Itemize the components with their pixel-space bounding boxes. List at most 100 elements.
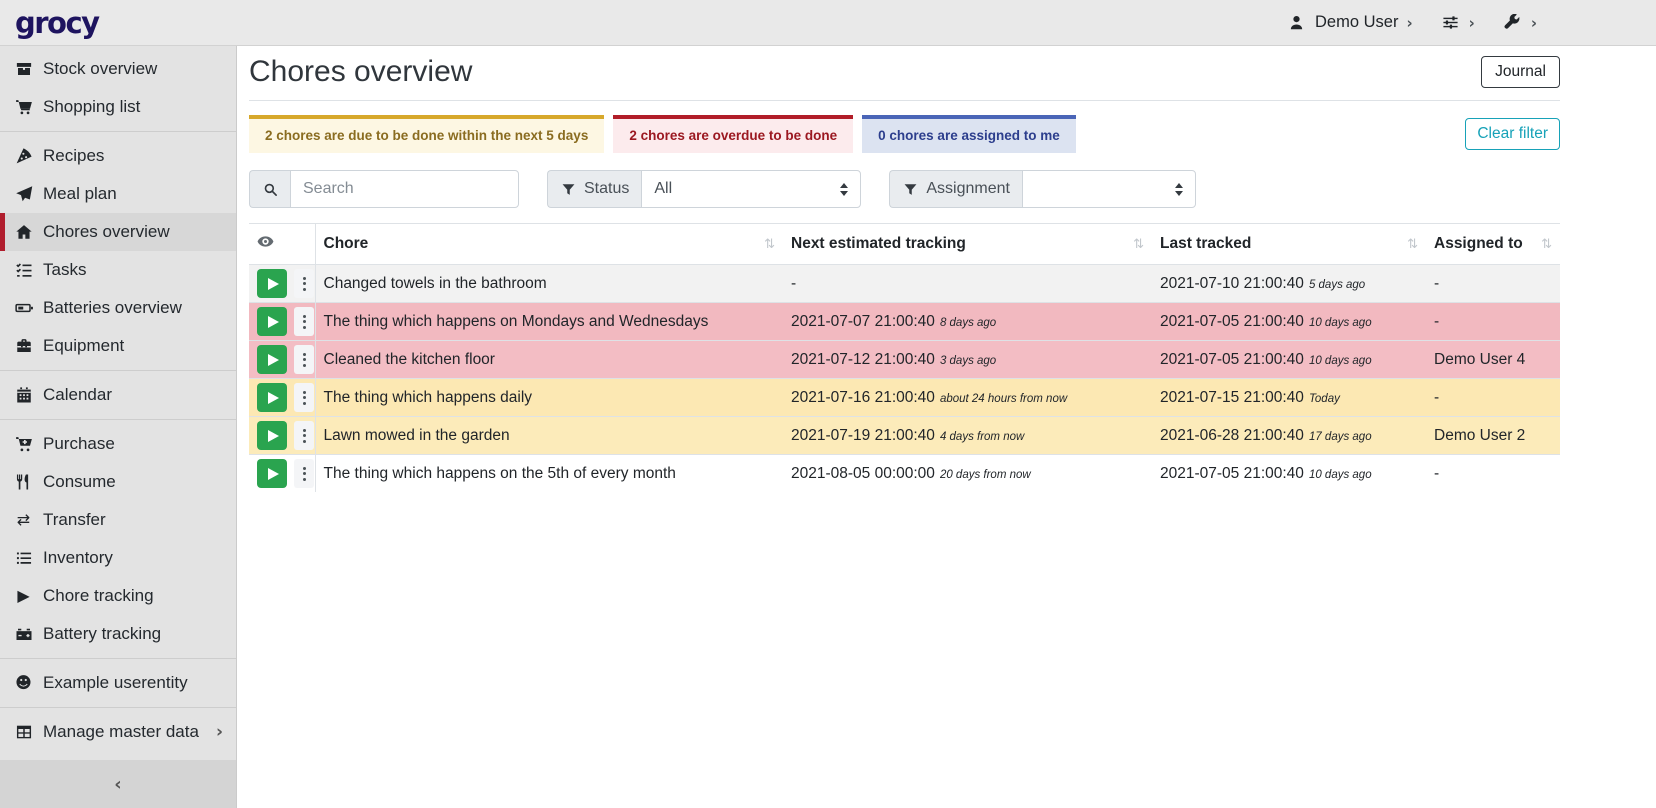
row-menu-button[interactable] bbox=[294, 459, 314, 488]
next-tracking-cell: 2021-07-07 21:00:40 8 days ago bbox=[783, 302, 1152, 341]
last-tracked-relative: Today bbox=[1308, 392, 1340, 405]
column-header-chore[interactable]: Chore ⇅ bbox=[315, 223, 783, 265]
sidebar-item-consume[interactable]: Consume bbox=[0, 463, 236, 501]
status-row: 2 chores are due to be done within the n… bbox=[249, 115, 1560, 153]
next-tracking-cell: - bbox=[791, 274, 797, 292]
track-chore-execution-button[interactable] bbox=[257, 345, 287, 374]
row-menu-button[interactable] bbox=[294, 345, 314, 374]
sidebar-divider bbox=[0, 370, 236, 371]
sidebar-item-chore-tracking[interactable]: ▶ Chore tracking bbox=[0, 577, 236, 615]
status-filter-select[interactable]: All bbox=[641, 170, 862, 208]
next-tracking-relative: 8 days ago bbox=[939, 316, 997, 329]
sidebar-item-label: Inventory bbox=[43, 548, 113, 567]
row-menu-button[interactable] bbox=[294, 307, 314, 336]
row-menu-button[interactable] bbox=[294, 269, 314, 298]
column-header-assigned-to[interactable]: Assigned to ⇅ bbox=[1426, 223, 1560, 265]
filter-row: Status All Assignment bbox=[249, 170, 1560, 208]
chevron-right-icon: › bbox=[1530, 13, 1537, 32]
track-chore-execution-button[interactable] bbox=[257, 459, 287, 488]
sort-icon: ⇅ bbox=[764, 236, 775, 252]
sort-icon: ⇅ bbox=[1133, 236, 1144, 252]
shopping-cart-icon bbox=[13, 98, 34, 117]
column-header-last-tracked[interactable]: Last tracked ⇅ bbox=[1152, 223, 1426, 265]
journal-button[interactable]: Journal bbox=[1481, 56, 1560, 88]
sidebar-item-inventory[interactable]: Inventory bbox=[0, 539, 236, 577]
page-head: Chores overview Journal bbox=[249, 46, 1560, 101]
sidebar-item-calendar[interactable]: Calendar bbox=[0, 376, 236, 414]
sidebar-item-label: Shopping list bbox=[43, 97, 141, 116]
sidebar-item-manage-master-data[interactable]: Manage master data › bbox=[0, 713, 236, 751]
track-chore-execution-button[interactable] bbox=[257, 383, 287, 412]
sidebar-item-chores-overview[interactable]: Chores overview bbox=[0, 213, 236, 251]
page-title: Chores overview bbox=[249, 55, 473, 88]
status-card-2[interactable]: 0 chores are assigned to me bbox=[862, 115, 1076, 153]
sidebar-item-transfer[interactable]: ⇄ Transfer bbox=[0, 501, 236, 539]
cart-plus-icon bbox=[13, 435, 34, 454]
utensils-icon bbox=[13, 473, 34, 492]
assigned-to-cell: Demo User 2 bbox=[1426, 416, 1560, 455]
tasks-icon bbox=[13, 261, 34, 280]
search-input[interactable] bbox=[290, 170, 519, 208]
select-arrows-icon bbox=[840, 182, 849, 196]
chore-row: Lawn mowed in the garden 2021-07-19 21:00… bbox=[249, 416, 1560, 455]
sidebar-item-label: Manage master data bbox=[43, 722, 199, 741]
sort-icon: ⇅ bbox=[1541, 236, 1552, 252]
sidebar-item-example-userentity[interactable]: ☻ Example userentity bbox=[0, 664, 236, 702]
status-card-0[interactable]: 2 chores are due to be done within the n… bbox=[249, 115, 605, 153]
row-menu-button[interactable] bbox=[294, 421, 314, 450]
chore-row: The thing which happens daily 2021-07-16 … bbox=[249, 378, 1560, 417]
column-header-next-estimated-tracking[interactable]: Next estimated tracking ⇅ bbox=[783, 223, 1152, 265]
next-tracking-cell: 2021-07-16 21:00:40 about 24 hours from n… bbox=[783, 378, 1152, 417]
settings-menu[interactable]: › bbox=[1440, 13, 1475, 32]
status-filter-value: All bbox=[654, 180, 673, 197]
sidebar-divider bbox=[0, 131, 236, 132]
clear-filter-button[interactable]: Clear filter bbox=[1465, 118, 1560, 150]
chore-name-cell: The thing which happens daily bbox=[315, 378, 783, 417]
sidebar-item-equipment[interactable]: Equipment bbox=[0, 327, 236, 365]
sidebar-item-batteries-overview[interactable]: Batteries overview bbox=[0, 289, 236, 327]
user-menu-label: Demo User bbox=[1315, 13, 1399, 31]
last-tracked-cell: 2021-06-28 21:00:40 17 days ago bbox=[1152, 416, 1426, 455]
chore-name-cell: Lawn mowed in the garden bbox=[315, 416, 783, 455]
grocy-logo[interactable]: grocy bbox=[15, 5, 100, 40]
last-tracked-cell: 2021-07-15 21:00:40 Today bbox=[1152, 378, 1426, 417]
admin-menu[interactable]: › bbox=[1502, 13, 1537, 32]
column-header-visibility[interactable] bbox=[249, 223, 316, 265]
status-filter-label: Status bbox=[584, 180, 630, 197]
sidebar-item-label: Purchase bbox=[43, 434, 115, 453]
sidebar: Stock overview Shopping list Recipes Meal p… bbox=[0, 46, 237, 808]
assignment-filter-select[interactable] bbox=[1021, 170, 1196, 208]
user-menu[interactable]: Demo User › bbox=[1286, 13, 1413, 32]
sidebar-item-label: Calendar bbox=[43, 385, 112, 404]
chevron-right-icon: › bbox=[1468, 13, 1475, 32]
sidebar-item-tasks[interactable]: Tasks bbox=[0, 251, 236, 289]
sidebar-item-shopping-list[interactable]: Shopping list bbox=[0, 88, 236, 126]
last-tracked-cell: 2021-07-05 21:00:40 10 days ago bbox=[1152, 302, 1426, 341]
last-tracked-relative: 10 days ago bbox=[1308, 354, 1372, 367]
list-icon bbox=[13, 549, 34, 568]
status-card-1[interactable]: 2 chores are overdue to be done bbox=[613, 115, 854, 153]
exchange-icon: ⇄ bbox=[16, 510, 31, 529]
sliders-icon bbox=[1440, 13, 1461, 32]
row-menu-button[interactable] bbox=[294, 383, 314, 412]
status-filter-addon: Status bbox=[547, 170, 642, 208]
sidebar-item-label: Battery tracking bbox=[43, 624, 162, 643]
sidebar-item-purchase[interactable]: Purchase bbox=[0, 425, 236, 463]
track-chore-execution-button[interactable] bbox=[257, 307, 287, 336]
sidebar-item-stock-overview[interactable]: Stock overview bbox=[0, 50, 236, 88]
sidebar-item-meal-plan[interactable]: Meal plan bbox=[0, 175, 236, 213]
sidebar-divider bbox=[0, 419, 236, 420]
sidebar-item-label: Example userentity bbox=[43, 673, 188, 692]
track-chore-execution-button[interactable] bbox=[257, 421, 287, 450]
chore-row: The thing which happens on Mondays and W… bbox=[249, 302, 1560, 341]
sidebar-item-recipes[interactable]: Recipes bbox=[0, 137, 236, 175]
sidebar-item-battery-tracking[interactable]: Battery tracking bbox=[0, 615, 236, 653]
car-battery-icon bbox=[13, 625, 34, 644]
next-tracking-cell: 2021-07-19 21:00:40 4 days from now bbox=[783, 416, 1152, 455]
navbar-right: Demo User › › › bbox=[1286, 13, 1537, 32]
layout-body: Stock overview Shopping list Recipes Meal p… bbox=[0, 46, 1656, 808]
sidebar-menu: Stock overview Shopping list Recipes Meal p… bbox=[0, 46, 236, 751]
sidebar-collapse-button[interactable]: ‹ bbox=[0, 760, 236, 808]
track-chore-execution-button[interactable] bbox=[257, 269, 287, 298]
assignment-filter-group: Assignment bbox=[889, 170, 1196, 208]
